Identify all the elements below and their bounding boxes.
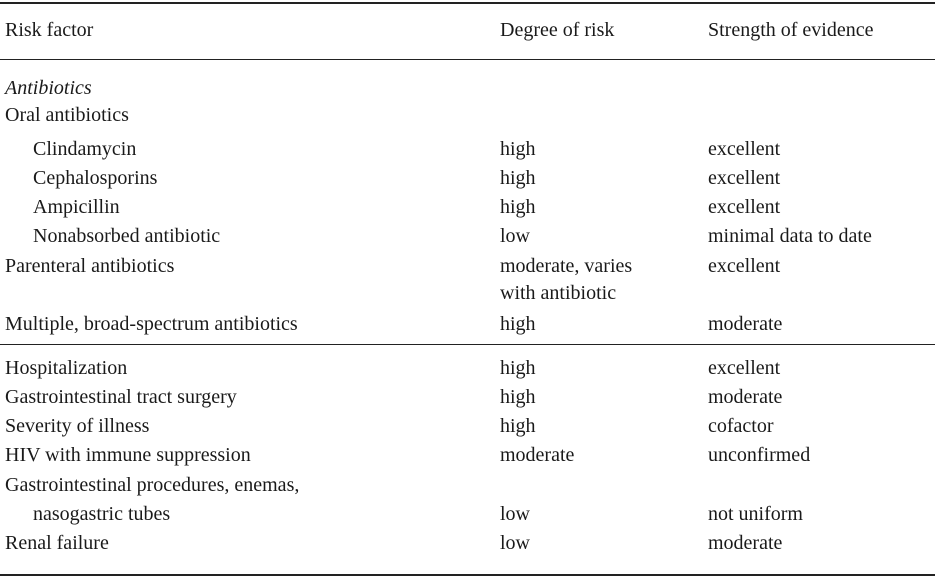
risk-factor-cell: Nonabsorbed antibiotic bbox=[33, 225, 221, 247]
degree-cell: high bbox=[500, 313, 536, 335]
degree-cell: high bbox=[500, 138, 536, 160]
evidence-cell: minimal data to date bbox=[708, 225, 872, 247]
risk-factor-cell: Ampicillin bbox=[33, 196, 120, 218]
header-rule bbox=[0, 59, 935, 61]
evidence-cell: excellent bbox=[708, 196, 781, 218]
column-header-risk-factor: Risk factor bbox=[5, 19, 94, 41]
risk-factor-cell: Renal failure bbox=[5, 532, 109, 554]
risk-factor-cell: Severity of illness bbox=[5, 415, 150, 437]
degree-cell: moderate, varies bbox=[500, 255, 633, 277]
risk-factor-cell: Clindamycin bbox=[33, 138, 137, 160]
degree-cell: high bbox=[500, 196, 536, 218]
evidence-cell: not uniform bbox=[708, 503, 803, 525]
section-heading-antibiotics: Antibiotics bbox=[5, 77, 92, 99]
subheading-oral-antibiotics: Oral antibiotics bbox=[5, 104, 129, 126]
evidence-cell: moderate bbox=[708, 386, 783, 408]
degree-cell: low bbox=[500, 503, 530, 525]
column-header-degree-of-risk: Degree of risk bbox=[500, 19, 615, 41]
degree-cell-continuation: with antibiotic bbox=[500, 282, 617, 304]
risk-factor-cell: Multiple, broad-spectrum antibiotics bbox=[5, 313, 298, 335]
risk-factor-cell: Hospitalization bbox=[5, 357, 128, 379]
risk-factor-cell: HIV with immune suppression bbox=[5, 444, 251, 466]
column-header-strength-of-evidence: Strength of evidence bbox=[708, 19, 874, 41]
evidence-cell: moderate bbox=[708, 313, 783, 335]
evidence-cell: cofactor bbox=[708, 415, 774, 437]
evidence-cell: excellent bbox=[708, 138, 781, 160]
degree-cell: low bbox=[500, 532, 530, 554]
risk-factor-cell: Gastrointestinal tract surgery bbox=[5, 386, 237, 408]
evidence-cell: moderate bbox=[708, 532, 783, 554]
risk-factor-cell-continuation: nasogastric tubes bbox=[33, 503, 171, 525]
degree-cell: high bbox=[500, 386, 536, 408]
degree-cell: high bbox=[500, 357, 536, 379]
risk-factor-cell: Gastrointestinal procedures, enemas, bbox=[5, 474, 300, 496]
evidence-cell: excellent bbox=[708, 357, 781, 379]
degree-cell: low bbox=[500, 225, 530, 247]
table-top-rule bbox=[0, 2, 935, 4]
risk-factor-cell: Parenteral antibiotics bbox=[5, 255, 175, 277]
section-divider-rule bbox=[0, 344, 935, 346]
degree-cell: moderate bbox=[500, 444, 575, 466]
degree-cell: high bbox=[500, 167, 536, 189]
degree-cell: high bbox=[500, 415, 536, 437]
risk-factor-cell: Cephalosporins bbox=[33, 167, 158, 189]
evidence-cell: excellent bbox=[708, 167, 781, 189]
evidence-cell: excellent bbox=[708, 255, 781, 277]
evidence-cell: unconfirmed bbox=[708, 444, 811, 466]
table-bottom-rule bbox=[0, 574, 935, 576]
